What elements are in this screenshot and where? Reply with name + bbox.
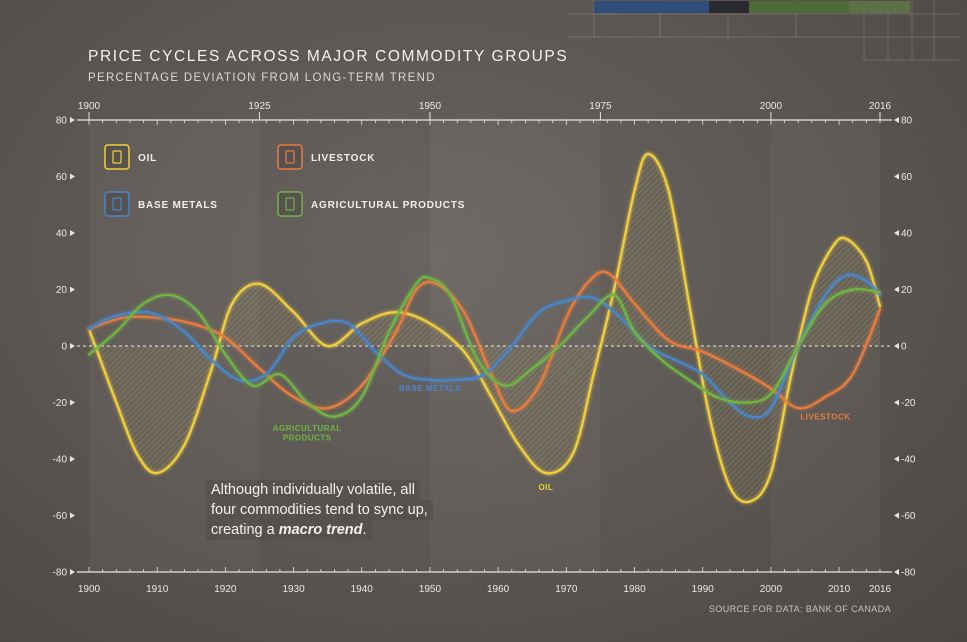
y-tick-arrow-left [70,512,75,519]
legend-label-livestock: LIVESTOCK [311,153,375,164]
y-tick-label-left: 0 [61,342,67,353]
y-tick-arrow-left [70,230,75,236]
legend-glyph-livestock [285,150,295,164]
x-tick-label-top: 1900 [78,101,101,112]
callout-emphasis: macro trend [278,522,363,538]
y-tick-label-right: -80 [901,568,916,579]
y-tick-arrow-right [894,343,899,349]
legend-icon-agri [277,191,303,217]
y-tick-label-right: 60 [901,172,913,183]
y-tick-arrow-right [894,286,899,293]
x-tick-label-bottom: 1900 [78,584,101,595]
x-tick-label-bottom: 1940 [351,584,374,595]
callout-line-3: creating a macro trend. [206,520,372,540]
y-tick-arrow-right [894,456,899,462]
annotation-base_metals: BASE METALS [399,384,461,393]
y-tick-arrow-left [70,456,75,462]
y-tick-arrow-right [894,173,899,180]
oil-spread-fill [89,153,880,503]
y-tick-label-right: 20 [901,285,913,296]
callout-line-2: four commodities tend to sync up, [206,500,433,520]
legend: OIL LIVESTOCK BASE METALS AGRICULTURAL PROD… [104,144,465,217]
legend-glyph-base_metals [112,197,122,211]
y-tick-label-left: -60 [53,511,68,522]
oil-hatch-area [89,153,880,503]
legend-icon-base_metals [104,191,130,217]
chart-subtitle: PERCENTAGE DEVIATION FROM LONG-TERM TREN… [88,72,436,84]
y-tick-label-left: 40 [56,229,68,240]
annotation-livestock: LIVESTOCK [800,412,850,421]
x-tick-label-bottom: 1930 [282,584,305,595]
legend-label-base_metals: BASE METALS [138,200,218,211]
y-tick-label-right: 40 [901,229,913,240]
y-tick-label-right: 80 [901,116,913,127]
x-tick-label-bottom: 2016 [869,584,892,595]
y-tick-arrow-left [70,286,75,293]
legend-glyph-agri [285,197,295,211]
series-line-oil [87,152,882,504]
macro-trend-callout: Although individually volatile, all four… [206,480,456,540]
y-tick-label-right: -60 [901,511,916,522]
annotation-agri: AGRICULTURAL [273,424,342,433]
legend-label-agri: AGRICULTURAL PRODUCTS [311,200,465,211]
y-tick-label-left: -40 [53,455,68,466]
chart-title: PRICE CYCLES ACROSS MAJOR COMMODITY GROU… [88,48,569,65]
x-tick-label-bottom: 1990 [692,584,715,595]
y-tick-arrow-right [894,569,899,575]
y-tick-label-left: 20 [56,285,68,296]
legend-glyph-oil [112,150,122,164]
x-tick-label-top: 2000 [760,101,783,112]
x-tick-label-bottom: 1920 [214,584,237,595]
series-lines [87,152,882,504]
callout-line-3-post: . [362,522,367,538]
x-tick-label-top: 2016 [869,101,892,112]
series-line-base_metals [87,273,882,419]
y-tick-label-right: 0 [901,342,907,353]
x-tick-label-bottom: 1970 [555,584,578,595]
y-tick-arrow-left [70,173,75,180]
y-tick-arrow-left [70,399,75,406]
y-tick-label-right: -40 [901,455,916,466]
x-tick-label-bottom: 2010 [828,584,851,595]
x-tick-label-bottom: 2000 [760,584,783,595]
y-tick-arrow-left [70,569,75,575]
header-photo-strip [594,0,910,13]
x-tick-label-bottom: 1980 [623,584,646,595]
y-tick-arrow-left [70,343,75,349]
y-tick-label-right: -20 [901,398,916,409]
y-tick-arrow-right [894,399,899,406]
x-tick-label-bottom: 1910 [146,584,169,595]
x-tick-label-bottom: 1960 [487,584,510,595]
legend-icon-oil [104,144,130,170]
y-tick-label-left: -20 [53,398,68,409]
axes: 1900 1910 1920 1930 1940 1950 1960 1970 1980 1990… [53,101,916,595]
x-tick-label-bottom: 1950 [419,584,442,595]
series-line-livestock [87,270,882,413]
y-tick-arrow-right [894,117,899,123]
y-tick-label-left: 60 [56,172,68,183]
oil-tint-area [89,153,880,503]
y-tick-label-left: 80 [56,116,68,127]
series-line-agri [87,275,882,418]
y-tick-label-left: -80 [53,568,68,579]
x-tick-label-top: 1925 [248,101,271,112]
callout-line-3-pre: creating a [211,522,279,538]
y-tick-arrow-left [70,117,75,123]
callout-line-1: Although individually volatile, all [206,480,420,500]
x-tick-label-top: 1950 [419,101,442,112]
data-source: SOURCE FOR DATA: BANK OF CANADA [708,604,891,614]
x-tick-label-top: 1975 [589,101,612,112]
y-tick-arrow-right [894,512,899,519]
legend-label-oil: OIL [138,153,157,164]
annotation-agri: PRODUCTS [283,434,332,443]
annotation-oil: OIL [538,483,553,492]
legend-icon-livestock [277,144,303,170]
y-tick-arrow-right [894,230,899,236]
